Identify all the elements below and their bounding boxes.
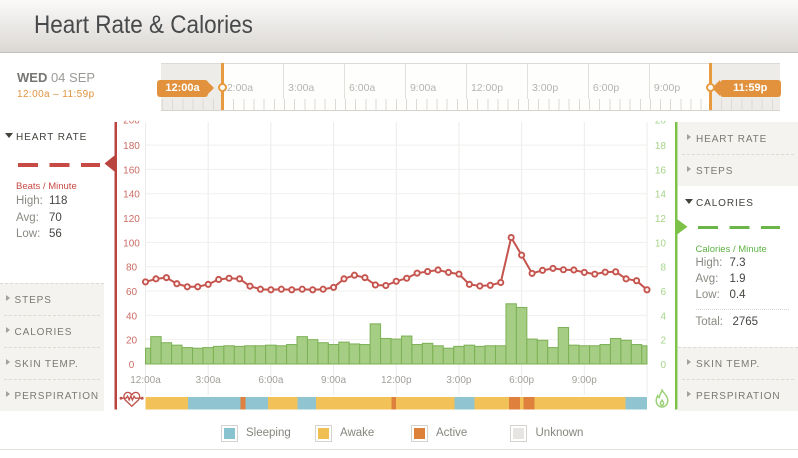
svg-text:8: 8 (660, 263, 666, 274)
svg-text:20: 20 (655, 115, 667, 126)
svg-text:40: 40 (126, 311, 138, 322)
svg-text:16: 16 (655, 165, 667, 176)
svg-text:200: 200 (123, 115, 140, 126)
svg-text:10: 10 (655, 238, 667, 249)
svg-text:180: 180 (123, 141, 140, 152)
svg-text:12: 12 (655, 214, 667, 225)
svg-text:20: 20 (126, 336, 138, 347)
svg-text:4: 4 (660, 311, 666, 322)
svg-text:120: 120 (123, 214, 140, 225)
svg-text:160: 160 (123, 165, 140, 176)
svg-text:140: 140 (123, 190, 140, 201)
svg-text:60: 60 (126, 287, 138, 298)
svg-text:9:00p: 9:00p (572, 375, 597, 386)
svg-text:14: 14 (655, 190, 667, 201)
svg-text:6:00a: 6:00a (258, 375, 283, 386)
svg-text:12:00p: 12:00p (381, 375, 412, 386)
svg-text:9:00a: 9:00a (321, 375, 346, 386)
svg-text:3:00p: 3:00p (446, 375, 471, 386)
svg-text:12:00a: 12:00a (130, 375, 161, 386)
svg-text:100: 100 (123, 238, 140, 249)
svg-text:0: 0 (129, 360, 135, 371)
svg-text:3:00a: 3:00a (196, 375, 221, 386)
svg-text:6: 6 (660, 287, 666, 298)
svg-text:2: 2 (660, 336, 666, 347)
svg-text:80: 80 (126, 263, 138, 274)
svg-text:6:00p: 6:00p (509, 375, 534, 386)
svg-text:0: 0 (660, 360, 666, 371)
svg-text:18: 18 (655, 141, 667, 152)
